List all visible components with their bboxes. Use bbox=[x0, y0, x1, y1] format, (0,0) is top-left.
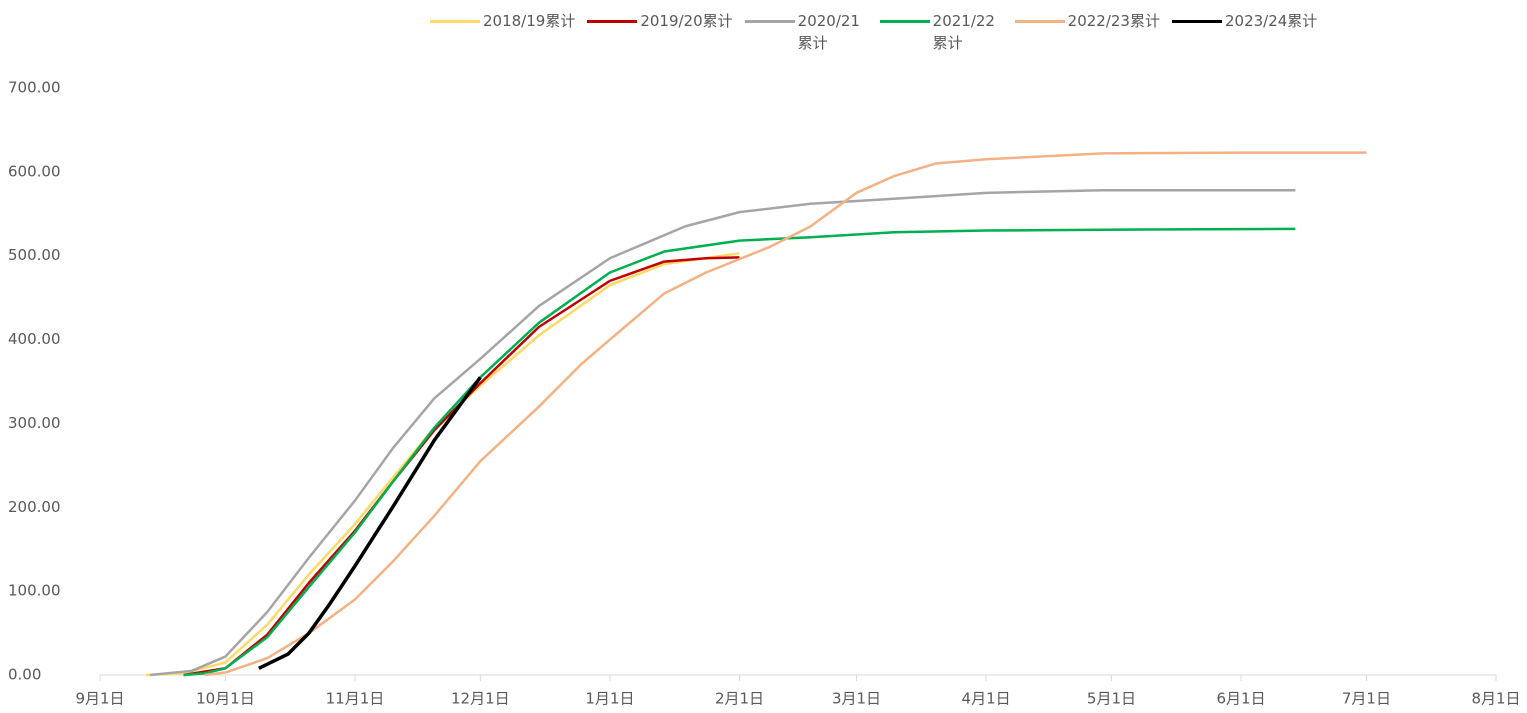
legend-swatch bbox=[430, 20, 480, 23]
x-tick-label: 4月1日 bbox=[962, 690, 1011, 708]
x-tick-label: 11月1日 bbox=[326, 690, 385, 708]
legend-label: 2018/19累计 bbox=[483, 12, 576, 30]
y-tick-label: 300.00 bbox=[8, 414, 61, 432]
series-line bbox=[204, 151, 1367, 677]
legend-item: 2020/21累计 bbox=[744, 10, 868, 54]
legend-label: 2019/20累计 bbox=[640, 12, 733, 30]
x-tick-label: 9月1日 bbox=[75, 690, 124, 708]
y-tick-label: 700.00 bbox=[8, 79, 61, 97]
y-tick-label: 200.00 bbox=[8, 498, 61, 516]
x-tick-label: 3月1日 bbox=[832, 690, 881, 708]
x-tick-label: 6月1日 bbox=[1216, 690, 1265, 708]
legend-label: 2023/24累计 bbox=[1224, 12, 1318, 30]
legend-swatch bbox=[1014, 20, 1065, 23]
series-line bbox=[183, 256, 740, 677]
x-tick-label: 7月1日 bbox=[1342, 690, 1391, 708]
legend-item: 2023/24累计 bbox=[1171, 10, 1318, 54]
x-tick-label: 8月1日 bbox=[1471, 690, 1520, 708]
x-tick-label: 10月1日 bbox=[196, 690, 255, 708]
legend-label: 2020/21累计 bbox=[797, 12, 860, 52]
legend-swatch bbox=[587, 20, 638, 23]
y-tick-label: 600.00 bbox=[8, 162, 61, 180]
legend-item: 2018/19累计 bbox=[430, 10, 575, 54]
legend-swatch bbox=[1171, 20, 1222, 23]
legend: 2018/19累计 2019/20累计 2020/21累计 2021/22累计 2022… bbox=[430, 10, 1317, 54]
series-line bbox=[150, 189, 1296, 677]
x-tick-label: 5月1日 bbox=[1087, 690, 1136, 708]
series-line bbox=[183, 227, 1296, 677]
x-tick-label: 12月1日 bbox=[451, 690, 510, 708]
x-tick-label: 1月1日 bbox=[585, 690, 634, 708]
legend-item: 2022/23累计 bbox=[1014, 10, 1160, 54]
legend-swatch bbox=[879, 20, 930, 23]
y-tick-label: 100.00 bbox=[8, 582, 61, 600]
legend-label: 2022/23累计 bbox=[1067, 12, 1160, 30]
y-tick-label: 500.00 bbox=[8, 246, 61, 264]
legend-label: 2021/22累计 bbox=[932, 12, 995, 52]
series-line bbox=[145, 251, 740, 677]
x-tick-label: 2月1日 bbox=[715, 690, 764, 708]
legend-item: 2019/20累计 bbox=[587, 10, 733, 54]
legend-swatch bbox=[744, 20, 795, 23]
series-line bbox=[258, 376, 482, 670]
legend-item: 2021/22累计 bbox=[879, 10, 1003, 54]
y-tick-label: 400.00 bbox=[8, 330, 61, 348]
y-tick-label: 0.00 bbox=[8, 666, 41, 684]
